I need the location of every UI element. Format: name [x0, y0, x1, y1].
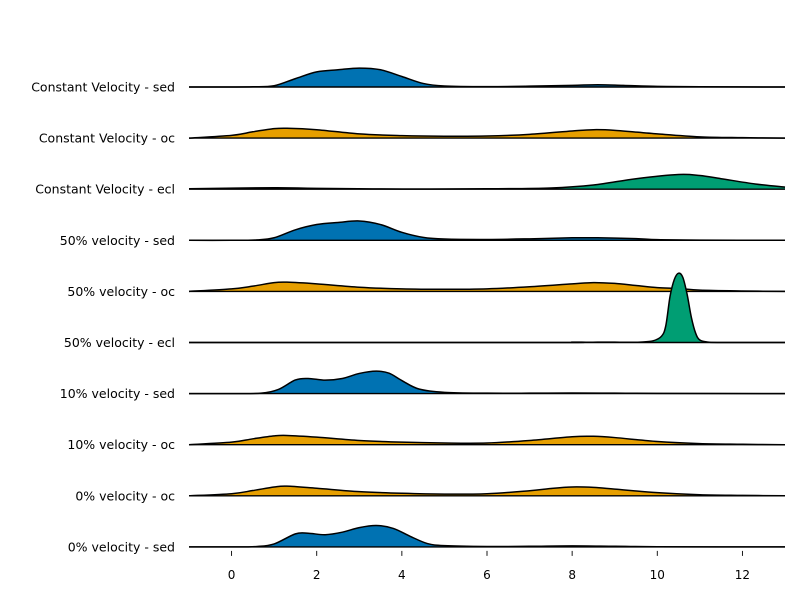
ridge-area	[189, 525, 785, 547]
row-label: 10% velocity - sed	[60, 386, 175, 401]
x-tick-label: 0	[228, 568, 236, 582]
row-label: Constant Velocity - sed	[31, 80, 175, 95]
x-tick-label: 12	[735, 568, 750, 582]
ridge-row: 50% velocity - ecl	[64, 272, 786, 350]
ridge-area	[189, 486, 785, 496]
ridge-line	[188, 485, 786, 497]
ridge-line	[188, 434, 786, 446]
ridge-area	[189, 435, 785, 445]
ridges: Constant Velocity - sed Constant Velocity…	[31, 67, 786, 554]
ridge-area	[189, 68, 785, 88]
row-label: 0% velocity - oc	[75, 488, 175, 503]
x-tick-label: 2	[313, 568, 321, 582]
ridge-line	[188, 127, 786, 139]
row-label: 0% velocity - sed	[68, 539, 175, 554]
x-tick-label: 10	[650, 568, 665, 582]
row-label: 50% velocity - sed	[60, 233, 175, 248]
ridge-area	[189, 282, 785, 292]
ridge-line	[188, 220, 786, 242]
x-tick-label: 4	[398, 568, 406, 582]
ridge-line	[188, 67, 786, 88]
ridge-row: 10% velocity - oc	[67, 434, 786, 452]
ridge-row: 0% velocity - sed	[68, 524, 786, 554]
row-label: 50% velocity - ecl	[64, 335, 175, 350]
row-label: Constant Velocity - ecl	[35, 182, 175, 197]
ridge-area	[189, 128, 785, 139]
ridge-line	[188, 173, 786, 190]
ridge-line	[188, 272, 786, 344]
x-tick-label: 6	[483, 568, 491, 582]
ridge-row: 0% velocity - oc	[75, 485, 786, 503]
x-axis: 0 2 4 6 8 10 12	[228, 550, 750, 582]
ridge-row: Constant Velocity - sed	[31, 67, 786, 95]
ridge-row: Constant Velocity - oc	[39, 127, 786, 146]
ridge-area	[189, 220, 785, 241]
ridge-area	[189, 174, 785, 190]
ridge-row: Constant Velocity - ecl	[35, 173, 786, 197]
ridge-line	[188, 370, 786, 395]
row-label: 50% velocity - oc	[67, 284, 175, 299]
row-label: 10% velocity - oc	[67, 437, 175, 452]
ridge-row: 10% velocity - sed	[60, 370, 786, 401]
row-label: Constant Velocity - oc	[39, 131, 175, 146]
ridge-area	[189, 371, 785, 394]
ridge-line	[188, 524, 786, 548]
ridge-row: 50% velocity - sed	[60, 220, 786, 248]
x-tick-label: 8	[568, 568, 576, 582]
